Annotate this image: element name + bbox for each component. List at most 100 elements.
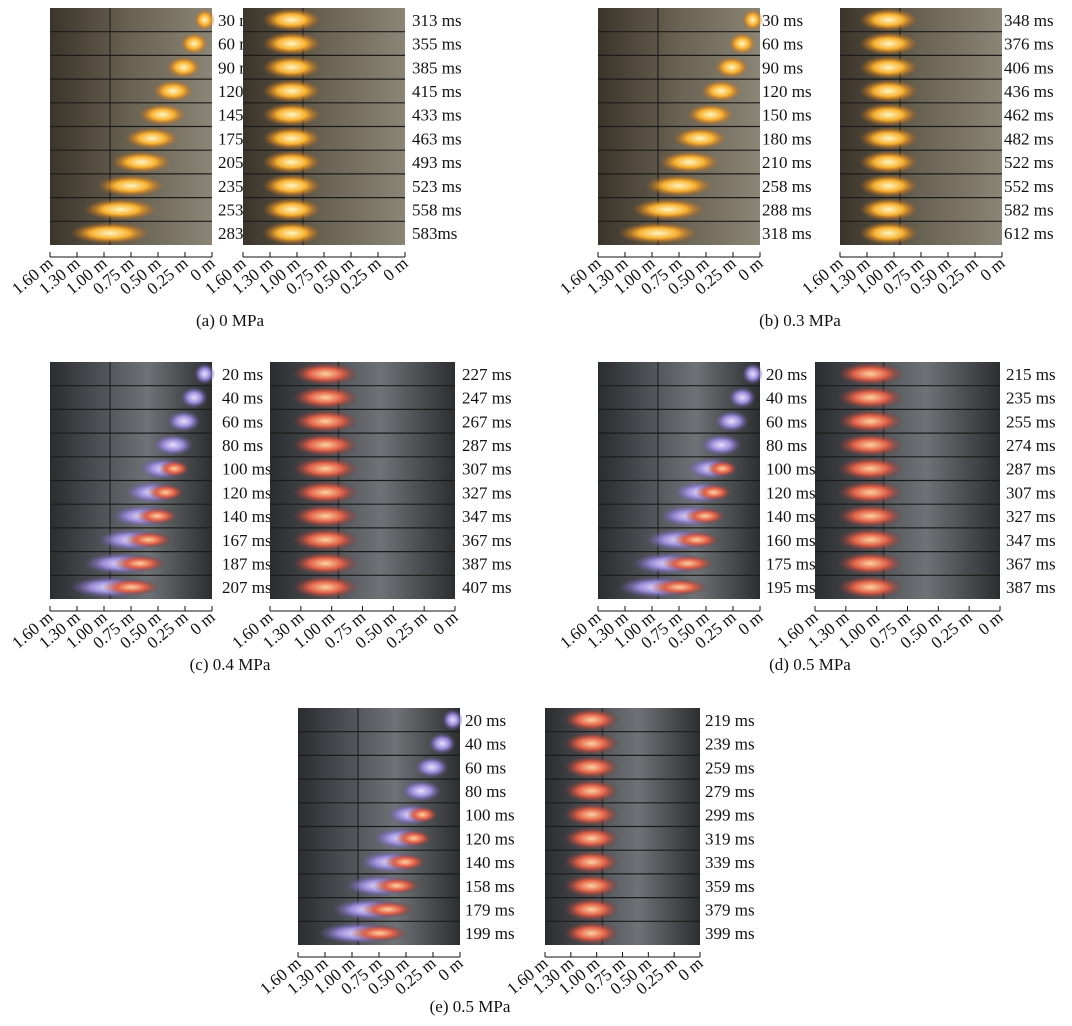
flame — [262, 151, 320, 174]
flame — [837, 528, 904, 551]
time-label: 255 ms — [1006, 412, 1056, 431]
flame — [351, 925, 408, 942]
time-label: 299 ms — [705, 806, 755, 825]
flame — [159, 460, 190, 477]
time-label: 522 ms — [1004, 153, 1054, 172]
time-label: 80 ms — [222, 436, 263, 455]
time-label: 612 ms — [1004, 224, 1054, 243]
time-label: 415 ms — [412, 82, 462, 101]
time-label: 239 ms — [705, 735, 755, 754]
flame — [837, 552, 904, 575]
time-label: 199 ms — [465, 924, 515, 943]
time-label: 140 ms — [222, 507, 272, 526]
time-label: 348 ms — [1004, 11, 1054, 30]
flame — [70, 222, 149, 243]
flame — [728, 33, 755, 54]
flame — [837, 457, 904, 480]
flame — [442, 709, 463, 730]
flame — [84, 199, 157, 220]
flame — [564, 803, 620, 826]
flame — [715, 411, 749, 432]
time-label: 120 ms — [762, 82, 812, 101]
time-label: 433 ms — [412, 106, 462, 125]
time-label: 150 ms — [762, 106, 812, 125]
flame — [660, 151, 720, 172]
flame — [673, 531, 720, 548]
time-label: 100 ms — [465, 806, 515, 825]
flame — [153, 434, 193, 455]
time-label: 80 ms — [465, 782, 506, 801]
flame — [564, 827, 620, 850]
flame — [564, 922, 620, 945]
flame — [859, 80, 917, 103]
flame — [167, 411, 201, 432]
flame — [262, 80, 320, 103]
axis-label: 0 m — [379, 254, 411, 285]
flame — [292, 434, 359, 457]
axis-label: 0 m — [674, 954, 706, 985]
time-label: 367 ms — [462, 531, 512, 550]
time-label: 207 ms — [222, 578, 272, 597]
flame — [292, 576, 359, 599]
flame — [180, 33, 207, 54]
flame — [428, 733, 455, 754]
flame — [262, 56, 320, 79]
time-label: 40 ms — [766, 389, 807, 408]
flame — [651, 579, 708, 596]
time-label: 347 ms — [1006, 531, 1056, 550]
flame — [859, 151, 917, 174]
flame — [564, 874, 620, 897]
time-label: 313 ms — [412, 11, 462, 30]
flame — [98, 175, 164, 196]
time-label: 140 ms — [465, 853, 515, 872]
flame — [837, 362, 904, 385]
flame — [564, 851, 620, 874]
flame — [114, 555, 166, 572]
time-label: 120 ms — [766, 483, 816, 502]
flame — [859, 198, 917, 221]
time-label: 160 ms — [766, 531, 816, 550]
flame — [407, 806, 438, 823]
flame — [728, 387, 755, 408]
flame — [292, 410, 359, 433]
time-label: 482 ms — [1004, 129, 1054, 148]
axis-label: 0 m — [734, 608, 766, 639]
time-label: 235 ms — [1006, 389, 1056, 408]
flame — [701, 80, 741, 101]
axis-label: 0 m — [434, 954, 466, 985]
time-label: 407 ms — [462, 578, 512, 597]
flame — [401, 780, 441, 801]
panel-caption: (a) 0 MPa — [196, 311, 264, 330]
time-label: 175 ms — [766, 554, 816, 573]
time-label: 327 ms — [462, 483, 512, 502]
flame — [384, 854, 425, 871]
time-label: 287 ms — [462, 436, 512, 455]
flame — [632, 199, 705, 220]
flame — [415, 757, 449, 778]
time-label: 523 ms — [412, 177, 462, 196]
flame — [618, 222, 697, 243]
flame — [194, 9, 215, 30]
flame — [687, 104, 734, 125]
flame — [859, 8, 917, 31]
time-label: 287 ms — [1006, 460, 1056, 479]
time-label: 140 ms — [766, 507, 816, 526]
time-label: 120 ms — [465, 829, 515, 848]
time-label: 307 ms — [462, 460, 512, 479]
time-label: 215 ms — [1006, 365, 1056, 384]
flame — [292, 457, 359, 480]
flame — [292, 528, 359, 551]
time-label: 179 ms — [465, 900, 515, 919]
flame — [194, 363, 215, 384]
flame — [262, 198, 320, 221]
time-label: 347 ms — [462, 507, 512, 526]
time-label: 376 ms — [1004, 35, 1054, 54]
flame — [292, 386, 359, 409]
flame — [837, 434, 904, 457]
flame — [564, 756, 620, 779]
flame — [125, 128, 178, 149]
time-label: 219 ms — [705, 711, 755, 730]
time-label: 259 ms — [705, 758, 755, 777]
flame — [180, 387, 207, 408]
flame — [646, 175, 712, 196]
